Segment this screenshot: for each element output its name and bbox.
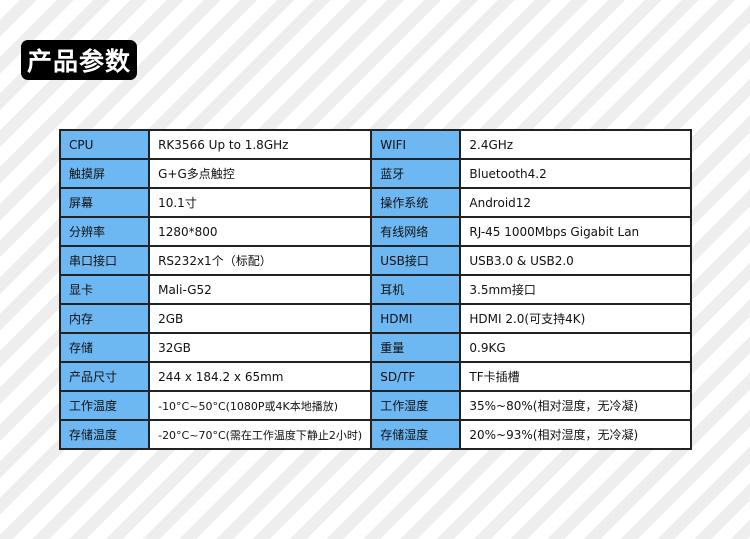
spec-label: HDMI <box>370 303 462 334</box>
table-row: 串口接口 RS232x1个（标配） USB接口 USB3.0 & USB2.0 <box>58 245 692 276</box>
table-row: CPU RK3566 Up to 1.8GHz WIFI 2.4GHz <box>58 129 692 160</box>
spec-label: 串口接口 <box>58 245 151 276</box>
spec-label: 操作系统 <box>370 187 462 218</box>
spec-label: CPU <box>58 129 151 160</box>
spec-value: RS232x1个（标配） <box>148 245 373 276</box>
spec-value: Bluetooth4.2 <box>459 158 692 189</box>
spec-value: USB3.0 & USB2.0 <box>459 245 692 276</box>
spec-label: 屏幕 <box>58 187 151 218</box>
spec-label: 耳机 <box>370 274 462 305</box>
spec-label: SD/TF <box>370 361 462 392</box>
table-row: 存储 32GB 重量 0.9KG <box>58 332 692 363</box>
spec-value: 20%~93%(相对湿度，无冷凝) <box>459 419 692 450</box>
spec-value: 2GB <box>148 303 373 334</box>
spec-label: 存储 <box>58 332 151 363</box>
spec-value: -10°C~50°C(1080P或4K本地播放) <box>148 390 373 421</box>
spec-label: 工作湿度 <box>370 390 462 421</box>
spec-value: G+G多点触控 <box>148 158 373 189</box>
spec-label: 内存 <box>58 303 151 334</box>
table-row: 显卡 Mali-G52 耳机 3.5mm接口 <box>58 274 692 305</box>
spec-value: RJ-45 1000Mbps Gigabit Lan <box>459 216 692 247</box>
spec-value: 35%~80%(相对湿度，无冷凝) <box>459 390 692 421</box>
spec-label: 工作温度 <box>58 390 151 421</box>
spec-value: Android12 <box>459 187 692 218</box>
spec-value: Mali-G52 <box>148 274 373 305</box>
spec-table: CPU RK3566 Up to 1.8GHz WIFI 2.4GHz 触摸屏 G+G多点… <box>58 129 692 450</box>
table-row: 屏幕 10.1寸 操作系统 Android12 <box>58 187 692 218</box>
table-row: 存储温度 -20°C~70°C(需在工作温度下静止2小时) 存储湿度 20%~93%(… <box>58 419 692 450</box>
spec-value: 244 x 184.2 x 65mm <box>148 361 373 392</box>
spec-label: 分辨率 <box>58 216 151 247</box>
spec-value: 1280*800 <box>148 216 373 247</box>
spec-label: 产品尺寸 <box>58 361 151 392</box>
spec-label: 有线网络 <box>370 216 462 247</box>
page-title: 产品参数 <box>21 40 138 80</box>
spec-value: -20°C~70°C(需在工作温度下静止2小时) <box>148 419 373 450</box>
table-row: 产品尺寸 244 x 184.2 x 65mm SD/TF TF卡插槽 <box>58 361 692 392</box>
spec-label: USB接口 <box>370 245 462 276</box>
table-row: 触摸屏 G+G多点触控 蓝牙 Bluetooth4.2 <box>58 158 692 189</box>
spec-value: 2.4GHz <box>459 129 692 160</box>
spec-value: 3.5mm接口 <box>459 274 692 305</box>
spec-value: TF卡插槽 <box>459 361 692 392</box>
spec-value: RK3566 Up to 1.8GHz <box>148 129 373 160</box>
spec-label: 蓝牙 <box>370 158 462 189</box>
spec-label: 存储湿度 <box>370 419 462 450</box>
spec-value: HDMI 2.0(可支持4K) <box>459 303 692 334</box>
spec-label: 重量 <box>370 332 462 363</box>
spec-label: WIFI <box>370 129 462 160</box>
table-row: 内存 2GB HDMI HDMI 2.0(可支持4K) <box>58 303 692 334</box>
spec-label: 触摸屏 <box>58 158 151 189</box>
spec-label: 存储温度 <box>58 419 151 450</box>
spec-value: 32GB <box>148 332 373 363</box>
spec-value: 0.9KG <box>459 332 692 363</box>
spec-label: 显卡 <box>58 274 151 305</box>
spec-value: 10.1寸 <box>148 187 373 218</box>
table-row: 工作温度 -10°C~50°C(1080P或4K本地播放) 工作湿度 35%~80%(… <box>58 390 692 421</box>
table-row: 分辨率 1280*800 有线网络 RJ-45 1000Mbps Gigabit La… <box>58 216 692 247</box>
